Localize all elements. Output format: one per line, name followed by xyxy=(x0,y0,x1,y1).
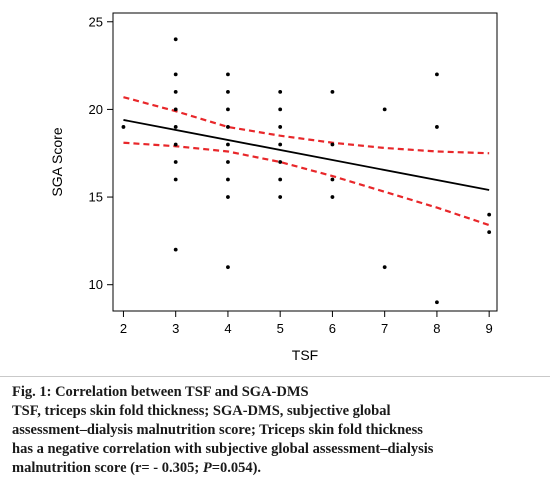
data-point xyxy=(173,37,178,42)
data-point xyxy=(121,125,126,129)
caption-line-4: malnutrition score (r= - 0.305; P=0.054)… xyxy=(12,459,542,478)
confidence-band xyxy=(123,96,490,227)
data-point xyxy=(435,72,439,77)
data-point xyxy=(278,160,283,164)
caption-line-1: TSF, triceps skin fold thickness; SGA-DM… xyxy=(12,403,391,419)
x-tick-label: 5 xyxy=(277,321,284,336)
data-point xyxy=(487,230,492,235)
data-point xyxy=(330,142,335,147)
data-point xyxy=(173,142,178,147)
data-point xyxy=(278,177,283,182)
data-point xyxy=(330,195,335,199)
x-axis: 2 3 4 5 6 7 8 9 xyxy=(120,311,493,336)
plot-frame xyxy=(112,12,498,312)
data-point xyxy=(226,265,230,270)
x-tick-label: 3 xyxy=(172,321,179,336)
y-tick-label: 10 xyxy=(89,277,103,292)
data-point xyxy=(173,125,178,129)
x-tick-label: 6 xyxy=(329,321,336,336)
x-tick-label: 4 xyxy=(224,321,231,336)
caption-line-4-end: =0.054). xyxy=(211,460,262,476)
data-point xyxy=(173,247,178,252)
caption-line-4-start: malnutrition score (r= - 0.305; xyxy=(12,460,203,476)
data-point xyxy=(173,177,178,182)
data-point xyxy=(278,142,283,147)
data-point xyxy=(278,195,283,199)
data-point xyxy=(226,72,230,77)
y-axis: 10 15 20 25 xyxy=(89,14,113,292)
regression-line xyxy=(123,119,490,191)
data-point xyxy=(278,89,283,94)
data-point xyxy=(226,107,230,112)
y-tick-label: 20 xyxy=(89,102,103,117)
caption-line-3: has a negative correlation with subjecti… xyxy=(12,441,434,457)
x-tick-label: 2 xyxy=(120,321,127,336)
x-tick-label: 8 xyxy=(433,321,440,336)
y-axis-title: SGA Score xyxy=(49,127,65,196)
data-point xyxy=(435,125,439,129)
data-point xyxy=(278,107,283,112)
caption-divider xyxy=(0,376,550,377)
ci-upper-line xyxy=(123,96,490,155)
y-tick-label: 15 xyxy=(89,190,103,205)
data-point xyxy=(330,89,335,94)
data-point xyxy=(226,177,230,182)
data-point xyxy=(226,160,230,164)
caption-title: Fig. 1: Correlation between TSF and SGA-… xyxy=(12,384,309,400)
data-point xyxy=(330,177,335,182)
data-point xyxy=(226,125,230,129)
x-tick-label: 9 xyxy=(486,321,493,336)
caption-line-2: assessment–dialysis malnutrition score; … xyxy=(12,422,423,438)
scatter-plot: 2 3 4 5 6 7 8 9 10 15 20 25 TSF SGA Score xyxy=(49,12,498,363)
data-point xyxy=(173,160,178,164)
ci-lower-line xyxy=(123,141,490,227)
data-point xyxy=(173,107,178,112)
data-point xyxy=(382,107,387,112)
data-point xyxy=(487,212,492,217)
data-point xyxy=(278,125,283,129)
data-point xyxy=(435,300,439,305)
x-tick-label: 7 xyxy=(381,321,388,336)
y-tick-label: 25 xyxy=(89,14,103,29)
data-point xyxy=(226,142,230,147)
figure-caption: Fig. 1: Correlation between TSF and SGA-… xyxy=(12,383,542,478)
data-point xyxy=(173,89,178,94)
data-point xyxy=(382,265,387,270)
caption-p-symbol: P xyxy=(202,460,212,476)
data-point xyxy=(173,72,178,77)
data-point xyxy=(226,195,230,199)
data-points xyxy=(121,37,492,305)
regression-line-group xyxy=(123,119,490,191)
data-point xyxy=(226,89,230,94)
x-axis-title: TSF xyxy=(292,347,318,363)
